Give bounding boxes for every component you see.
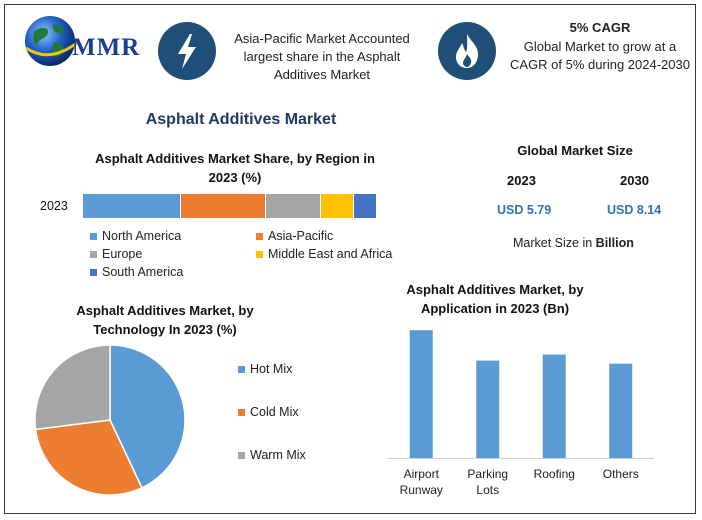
lightning-icon xyxy=(178,34,196,69)
technology-legend: Hot Mix Cold Mix Warm Mix xyxy=(238,362,358,472)
application-category-labels: Airport Runway Parking Lots Roofing Others xyxy=(388,466,654,500)
legend-swatch xyxy=(90,250,97,258)
global-market-title: Global Market Size xyxy=(517,143,633,158)
category-label-line: Parking xyxy=(467,467,509,481)
legend-label: North America xyxy=(102,229,182,243)
legend-label: South America xyxy=(102,265,184,279)
category-label-others: Others xyxy=(588,466,655,482)
logo-text: MMR xyxy=(72,34,141,61)
legend-swatch xyxy=(238,408,245,416)
global-market-value-2023: USD 5.79 xyxy=(497,203,552,217)
bar-segment-south-america xyxy=(352,194,376,218)
legend-item-cold-mix: Cold Mix xyxy=(238,405,299,419)
bar-roofing xyxy=(542,354,566,458)
category-label-line: Roofing xyxy=(533,467,575,481)
legend-item-middle-east-and-africa: Middle East and Africa xyxy=(256,247,392,261)
bar-segment-europe xyxy=(264,194,321,218)
lightning-icon-circle xyxy=(158,22,216,80)
bar-segment-asia-pacific xyxy=(179,194,265,218)
category-label-line: Others xyxy=(602,467,639,481)
flame-icon xyxy=(456,34,479,68)
pie-slice-hot-mix xyxy=(109,344,186,489)
global-market-year-2023: 2023 xyxy=(507,173,536,188)
category-label-parking-lots: Parking Lots xyxy=(455,466,522,498)
technology-chart-title: Asphalt Additives Market, by Technology … xyxy=(76,303,254,337)
category-label-line: Runway xyxy=(399,483,443,497)
bar-airport-runway xyxy=(409,330,433,458)
pie-slice-cold-mix xyxy=(34,419,143,496)
legend-swatch xyxy=(256,232,263,240)
legend-item-warm-mix: Warm Mix xyxy=(238,448,306,462)
legend-swatch xyxy=(238,365,245,373)
bar-parking-lots xyxy=(476,360,500,458)
region-legend: North America Asia-Pacific Europe Middle Ea… xyxy=(90,229,420,285)
bar-segment-middle-east-and-africa xyxy=(320,194,353,218)
category-label-roofing: Roofing xyxy=(521,466,588,482)
legend-label: Middle East and Africa xyxy=(268,247,393,261)
flame-icon-circle xyxy=(438,22,496,80)
legend-item-south-america: South America xyxy=(90,265,183,279)
legend-item-europe: Europe xyxy=(90,247,142,261)
application-chart-title: Asphalt Additives Market, by Application… xyxy=(406,282,584,316)
main-title: Asphalt Additives Market xyxy=(145,111,337,128)
legend-swatch xyxy=(90,232,97,240)
category-label-line: Airport xyxy=(403,467,439,481)
market-size-note: Market Size in Billion xyxy=(513,236,634,250)
legend-label: Europe xyxy=(102,247,143,261)
pie-slice-warm-mix xyxy=(34,344,111,431)
legend-item-asia-pacific: Asia-Pacific xyxy=(256,229,333,243)
global-market-year-2030: 2030 xyxy=(620,173,649,188)
region-bar-year-label: 2023 xyxy=(40,199,68,213)
legend-label: Cold Mix xyxy=(250,405,299,419)
legend-label: Warm Mix xyxy=(250,448,306,462)
legend-item-hot-mix: Hot Mix xyxy=(238,362,292,376)
bar-others xyxy=(609,363,633,458)
category-label-airport-runway: Airport Runway xyxy=(388,466,455,498)
info-asia-pacific: Asia-Pacific Market Accounted largest sh… xyxy=(234,31,410,82)
region-stacked-bar xyxy=(83,194,376,218)
legend-swatch xyxy=(90,268,97,276)
legend-swatch xyxy=(238,451,245,459)
bar-segment-north-america xyxy=(83,194,180,218)
technology-pie-chart xyxy=(34,344,186,496)
application-bar-chart xyxy=(388,330,654,459)
region-chart-title: Asphalt Additives Market Share, by Regio… xyxy=(95,151,375,185)
legend-item-north-america: North America xyxy=(90,229,181,243)
legend-label: Hot Mix xyxy=(250,362,293,376)
global-market-value-2030: USD 8.14 xyxy=(607,203,662,217)
info-cagr: 5% CAGR Global Market to grow at a CAGR … xyxy=(500,20,700,74)
globe-logo-icon xyxy=(25,16,79,66)
legend-label: Asia-Pacific xyxy=(268,229,334,243)
legend-swatch xyxy=(256,250,263,258)
category-label-line: Lots xyxy=(476,483,500,497)
cagr-title: 5% CAGR xyxy=(569,20,631,35)
